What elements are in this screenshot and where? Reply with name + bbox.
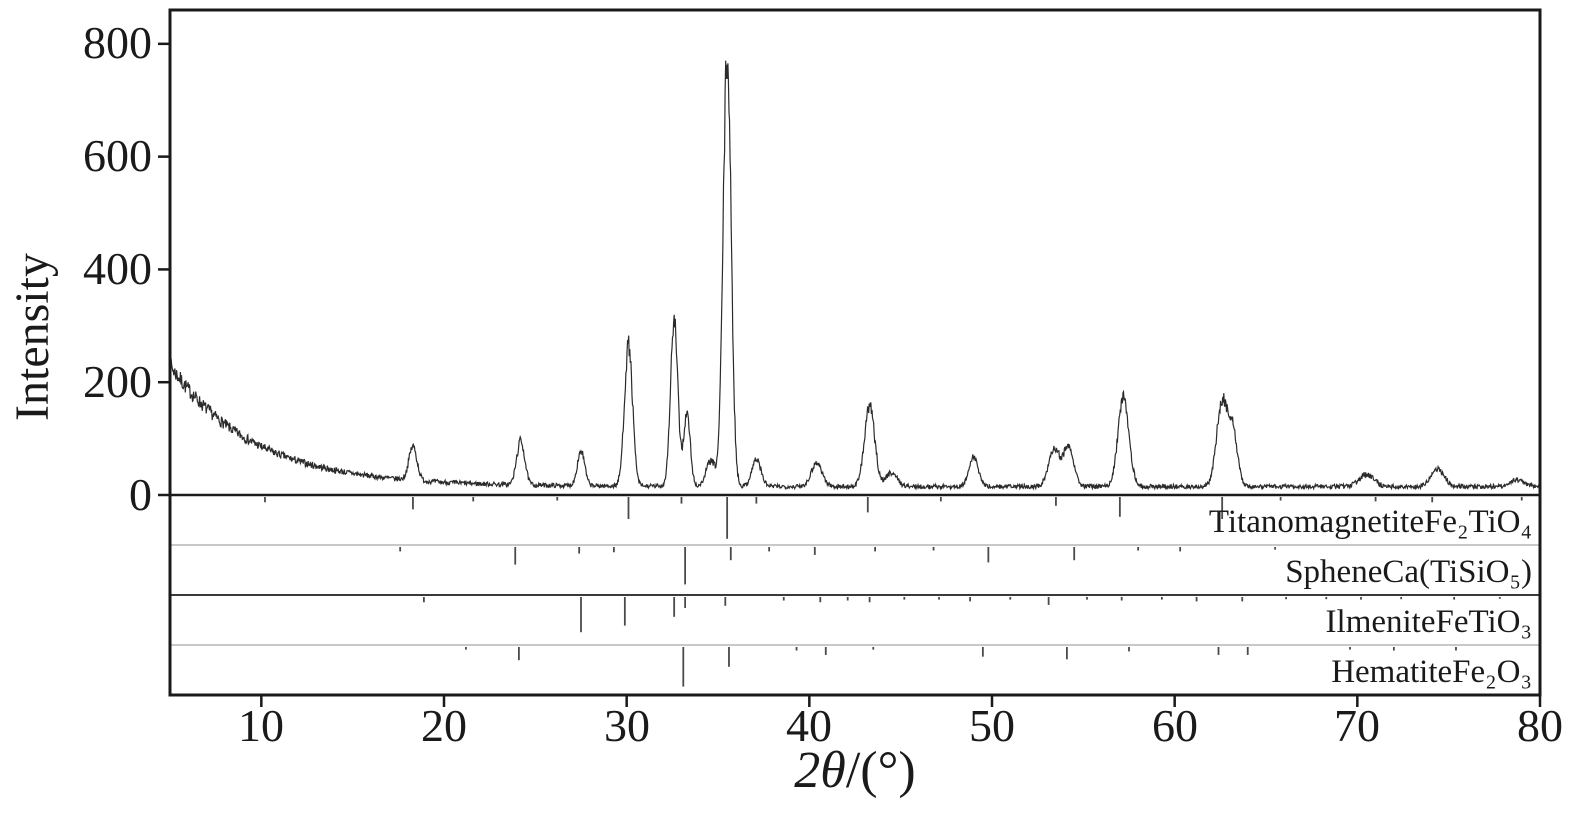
phase-label-titanomagnetite: TitanomagnetiteFe₂TiO₄ xyxy=(1208,504,1532,540)
x-axis-title: 2θ/(°) xyxy=(695,742,1015,800)
x-tick-label-60: 60 xyxy=(1152,700,1198,751)
x-tick-label-80: 80 xyxy=(1517,700,1563,751)
x-tick-label-70: 70 xyxy=(1334,700,1380,751)
y-tick-label-800: 800 xyxy=(83,17,152,68)
x-tick-label-20: 20 xyxy=(421,700,467,751)
y-tick-label-600: 600 xyxy=(83,130,152,181)
y-tick-label-200: 200 xyxy=(83,356,152,407)
x-tick-label-40: 40 xyxy=(786,700,832,751)
y-tick-label-0: 0 xyxy=(129,469,152,520)
x-tick-label-10: 10 xyxy=(238,700,284,751)
phase-label-ilmenite: IlmeniteFeTiO₃ xyxy=(1325,604,1532,640)
phase-label-hematite: HematiteFe₂O₃ xyxy=(1331,654,1532,690)
x-axis-title-prefix: 2 xyxy=(794,742,821,799)
y-tick-label-400: 400 xyxy=(83,243,152,294)
phase-label-sphene: SpheneCa(TiSiO₅) xyxy=(1285,554,1532,590)
theta-symbol: θ xyxy=(820,742,846,799)
x-tick-label-50: 50 xyxy=(969,700,1015,751)
x-axis-title-unit: /(°) xyxy=(845,742,916,799)
y-axis-title: Intensity xyxy=(6,253,59,421)
x-tick-label-30: 30 xyxy=(604,700,650,751)
